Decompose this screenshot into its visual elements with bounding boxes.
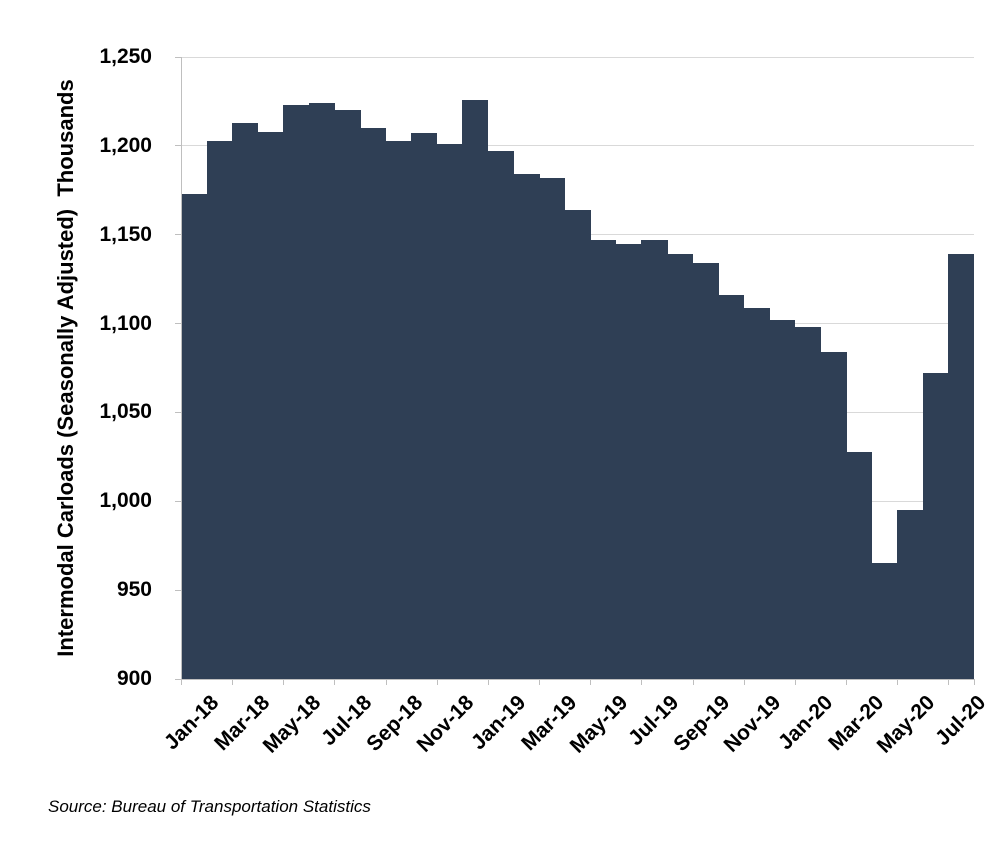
- x-axis-tick: [641, 679, 643, 685]
- y-axis-tick: [175, 234, 181, 236]
- y-tick-label: 1,250: [99, 45, 152, 68]
- y-axis-tick: [175, 56, 181, 58]
- x-axis-tick: [846, 679, 848, 685]
- bar: [257, 131, 284, 679]
- bar: [308, 103, 335, 679]
- x-axis-tick: [232, 679, 234, 685]
- y-tick-label: 1,000: [99, 489, 152, 513]
- y-axis-tick: [175, 678, 181, 680]
- bar: [922, 373, 949, 679]
- x-axis-tick: [743, 679, 745, 685]
- y-axis-tick: [175, 145, 181, 147]
- bar: [871, 563, 898, 679]
- bar: [436, 144, 463, 679]
- bar: [334, 110, 361, 679]
- bar: [794, 327, 821, 679]
- y-axis-line: [181, 57, 182, 679]
- x-axis-tick: [974, 679, 975, 685]
- bar: [615, 243, 642, 679]
- x-axis-tick: [181, 679, 182, 685]
- y-tick-label: 1,150: [99, 222, 152, 246]
- x-axis-tick: [539, 679, 541, 685]
- y-tick-label: 1,200: [99, 133, 152, 157]
- x-axis-tick: [436, 679, 438, 685]
- y-tick-label: 1,100: [99, 311, 152, 335]
- bar: [360, 128, 387, 679]
- bar: [641, 240, 668, 679]
- y-tick-label: 950: [116, 578, 152, 602]
- bar: [718, 295, 745, 679]
- bar: [846, 451, 873, 679]
- bar: [948, 254, 975, 679]
- x-axis-tick: [794, 679, 796, 685]
- bar: [820, 352, 847, 679]
- bar: [897, 510, 924, 679]
- x-axis-line: [181, 679, 974, 680]
- bar: [385, 140, 412, 679]
- x-axis-tick: [283, 679, 285, 685]
- bar: [487, 151, 515, 679]
- y-axis-tick: [175, 323, 181, 325]
- x-axis-tick: [334, 679, 336, 685]
- y-axis-tick: [175, 589, 181, 591]
- bar: [692, 263, 719, 679]
- bar: [462, 99, 489, 679]
- bar: [769, 320, 796, 679]
- y-tick-label: 900: [116, 667, 152, 690]
- x-axis-tick: [590, 679, 592, 685]
- bar: [590, 240, 617, 679]
- bar: [411, 133, 438, 679]
- bar: [206, 140, 233, 679]
- bar: [232, 122, 259, 679]
- source-note: Source: Bureau of Transportation Statist…: [48, 797, 371, 816]
- x-axis-tick: [692, 679, 694, 685]
- y-axis-tick: [175, 500, 181, 502]
- y-axis-tick: [175, 411, 181, 413]
- bar: [181, 193, 208, 679]
- bar: [539, 177, 566, 679]
- gridline: [181, 145, 974, 147]
- bar: [667, 254, 694, 679]
- gridline: [181, 56, 974, 58]
- bar: [564, 209, 591, 679]
- bar: [513, 174, 540, 679]
- y-tick-label: 1,050: [99, 400, 152, 424]
- bar: [743, 307, 770, 679]
- x-axis-tick: [385, 679, 387, 685]
- x-axis-tick: [897, 679, 899, 685]
- x-axis-tick: [948, 679, 950, 685]
- bar: [283, 104, 310, 679]
- x-axis-tick: [487, 679, 489, 685]
